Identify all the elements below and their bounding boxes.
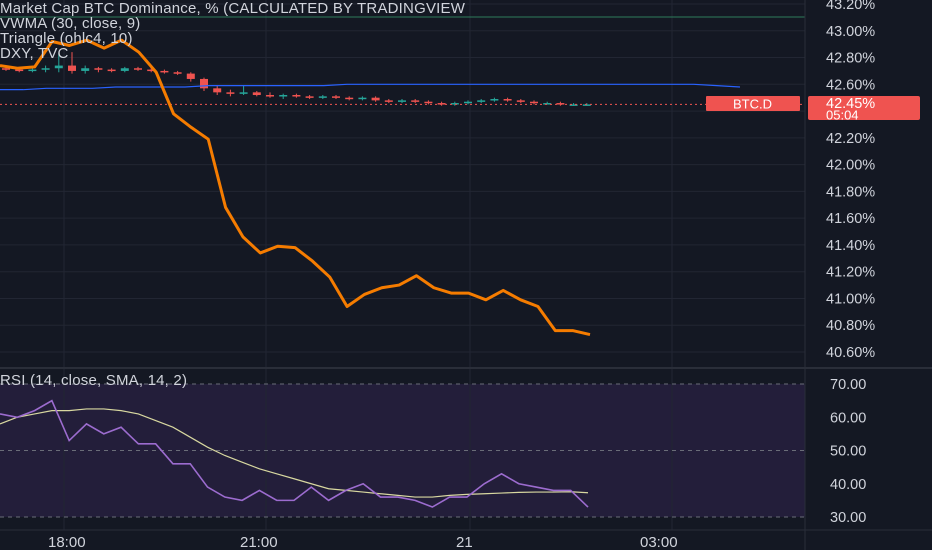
candle-body xyxy=(450,103,459,105)
candle-body xyxy=(424,101,433,104)
rsi-axis-label: 50.00 xyxy=(830,444,866,460)
time-axis-label: 21:00 xyxy=(240,534,278,550)
price-axis-label: 42.60% xyxy=(826,77,875,93)
candle-body xyxy=(134,68,142,70)
candle-body xyxy=(477,100,486,102)
price-badge-countdown: 05:04 xyxy=(826,108,859,123)
candle-body xyxy=(556,103,565,105)
rsi-axis-label: 60.00 xyxy=(830,410,866,426)
candle-body xyxy=(239,92,248,94)
candle-body xyxy=(490,99,499,101)
price-axis-label: 42.80% xyxy=(826,51,875,67)
candle-body xyxy=(173,72,182,74)
dxy-line xyxy=(0,38,591,337)
candle-body xyxy=(358,97,367,100)
rsi-axis-label: 70.00 xyxy=(830,377,866,393)
candle-body xyxy=(81,68,90,71)
candle-body xyxy=(371,97,380,101)
candle-body xyxy=(107,69,116,72)
candle-body xyxy=(292,95,301,97)
candle-body xyxy=(345,97,354,100)
candle-body xyxy=(54,65,63,69)
main-series-legend[interactable]: Market Cap BTC Dominance, % (CALCULATED … xyxy=(0,0,466,17)
candle-body xyxy=(305,96,314,98)
price-axis-label: 41.20% xyxy=(826,265,875,281)
candle-body xyxy=(332,96,340,98)
price-axis-label: 42.20% xyxy=(826,131,875,147)
price-axis-label: 40.80% xyxy=(826,318,875,334)
candle-body xyxy=(120,68,129,71)
candle-body xyxy=(411,100,420,102)
candle-body xyxy=(94,68,103,70)
rsi-ma-line xyxy=(0,408,589,498)
candle-body xyxy=(266,95,274,97)
candle-body xyxy=(530,101,538,104)
price-badge xyxy=(808,96,920,120)
triangle-legend[interactable]: Triangle (ohlc4, 10) xyxy=(0,30,133,47)
time-axis-label: 21 xyxy=(456,534,473,550)
rsi-axis-label: 30.00 xyxy=(830,510,866,526)
dxy-legend[interactable]: DXY, TVC xyxy=(0,45,69,62)
candle-body xyxy=(15,69,24,72)
symbol-badge-label: BTC.D xyxy=(733,97,772,112)
candle-body xyxy=(186,73,195,79)
rsi-legend[interactable]: RSI (14, close, SMA, 14, 2) xyxy=(0,372,188,389)
candle-body xyxy=(28,69,37,72)
price-axis-label: 41.00% xyxy=(826,291,875,307)
candle-body xyxy=(226,92,235,94)
candle-body xyxy=(569,104,578,106)
candle-body xyxy=(213,88,222,93)
candle-body xyxy=(147,69,156,72)
vwma-line xyxy=(0,83,741,91)
candle-body xyxy=(384,100,393,102)
price-axis-label: 40.60% xyxy=(826,345,875,361)
time-axis-label: 18:00 xyxy=(48,534,86,550)
candle-body xyxy=(437,103,446,105)
candle-body xyxy=(279,95,288,97)
rsi-axis-label: 40.00 xyxy=(830,477,866,493)
price-axis-label: 42.00% xyxy=(826,158,875,174)
candle-body xyxy=(543,103,552,105)
candle-body xyxy=(2,68,10,70)
price-axis-label: 41.60% xyxy=(826,211,875,227)
candle-body xyxy=(516,100,525,102)
price-axis-label: 41.80% xyxy=(826,184,875,200)
price-badge-value: 42.45% xyxy=(826,96,875,112)
candle-body xyxy=(464,101,472,104)
price-axis-label: 43.00% xyxy=(826,24,875,40)
candle-body xyxy=(252,92,261,96)
candle-body xyxy=(68,65,76,71)
price-axis-label: 43.20% xyxy=(826,0,875,13)
vwma-legend[interactable]: VWMA (30, close, 9) xyxy=(0,15,141,32)
symbol-badge xyxy=(706,96,800,111)
price-axis-label: 41.40% xyxy=(826,238,875,254)
candle-body xyxy=(582,104,591,106)
candle-body xyxy=(318,96,327,98)
candle-body xyxy=(200,78,208,89)
candle-body xyxy=(503,99,512,101)
candle-body xyxy=(160,70,169,73)
rsi-line xyxy=(0,399,589,508)
candle-body xyxy=(398,100,406,102)
time-axis-label: 03:00 xyxy=(640,534,678,550)
candle-body xyxy=(41,68,50,70)
